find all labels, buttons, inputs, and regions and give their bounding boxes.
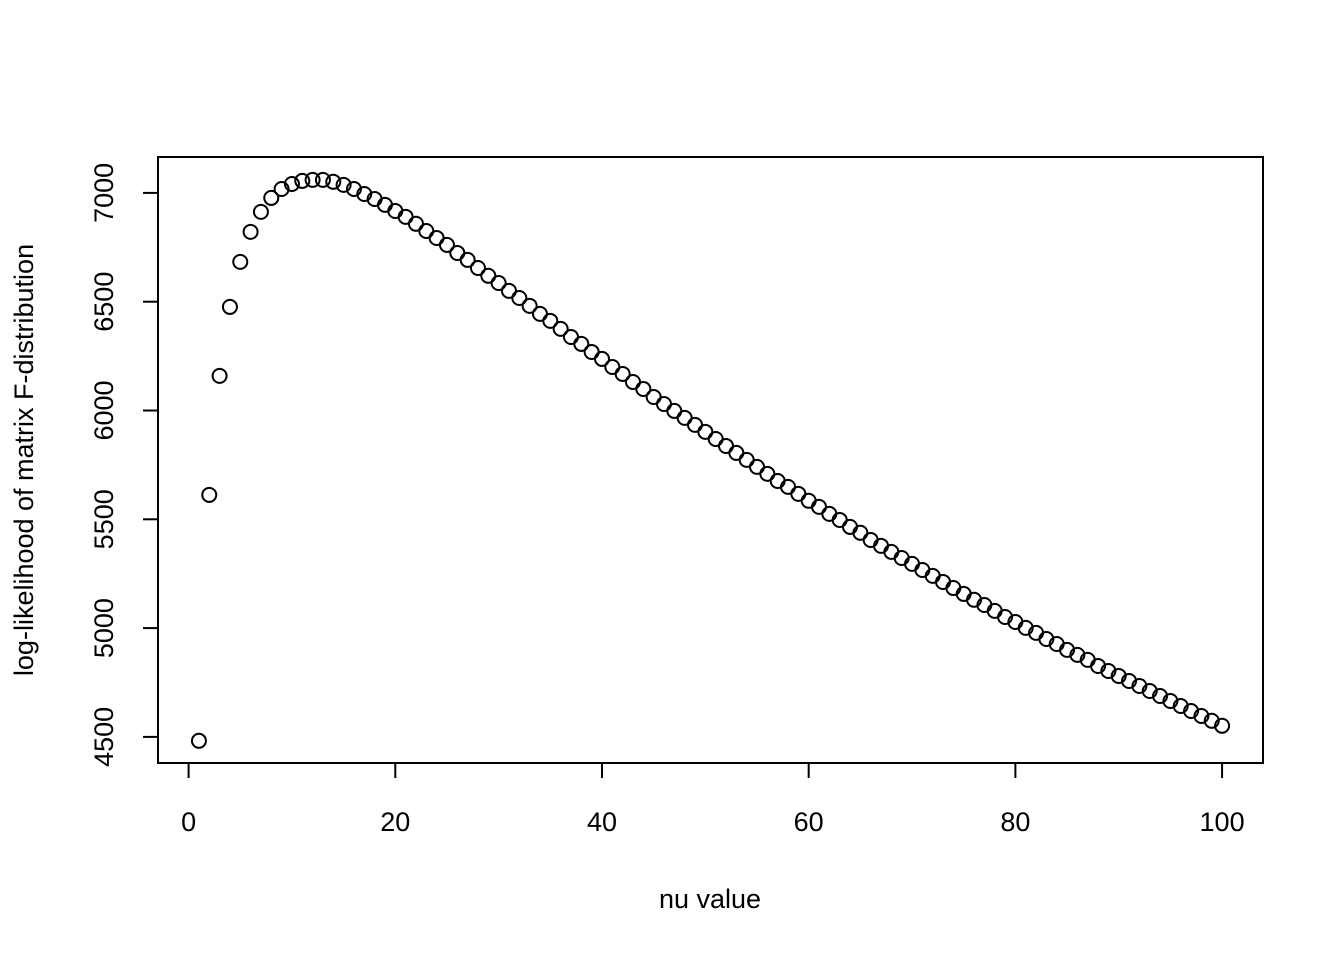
- point: [232, 253, 249, 270]
- point: [635, 380, 652, 397]
- x-tick-label: 20: [380, 807, 410, 837]
- point: [242, 223, 259, 240]
- y-tick-label: 6500: [89, 272, 119, 332]
- point: [1214, 717, 1231, 734]
- x-axis-label: nu value: [659, 884, 761, 914]
- point: [325, 173, 342, 190]
- point: [294, 172, 311, 189]
- point: [335, 176, 352, 193]
- y-tick-label: 7000: [89, 163, 119, 223]
- point: [211, 367, 228, 384]
- point: [552, 320, 569, 337]
- point: [263, 189, 280, 206]
- point: [201, 486, 218, 503]
- point: [521, 297, 538, 314]
- point: [221, 298, 238, 315]
- x-tick-label: 0: [181, 807, 196, 837]
- point: [304, 171, 321, 188]
- point: [1193, 707, 1210, 724]
- point: [490, 274, 507, 291]
- point: [283, 175, 300, 192]
- y-tick-label: 5500: [89, 489, 119, 549]
- y-tick-label: 4500: [89, 707, 119, 767]
- y-axis-label: log-likelihood of matrix F-distribution: [9, 244, 39, 676]
- point: [190, 732, 207, 749]
- point: [593, 350, 610, 367]
- point: [438, 236, 455, 253]
- x-tick-label: 40: [587, 807, 617, 837]
- point: [573, 335, 590, 352]
- y-tick-label: 5000: [89, 598, 119, 658]
- y-tick-label: 6000: [89, 380, 119, 440]
- point: [459, 251, 476, 268]
- x-tick-label: 60: [794, 807, 824, 837]
- point: [614, 365, 631, 382]
- x-tick-label: 80: [1000, 807, 1030, 837]
- point: [252, 203, 269, 220]
- point: [511, 290, 528, 307]
- x-tick-label: 100: [1200, 807, 1245, 837]
- point: [314, 171, 331, 188]
- point: [542, 312, 559, 329]
- point: [469, 259, 486, 276]
